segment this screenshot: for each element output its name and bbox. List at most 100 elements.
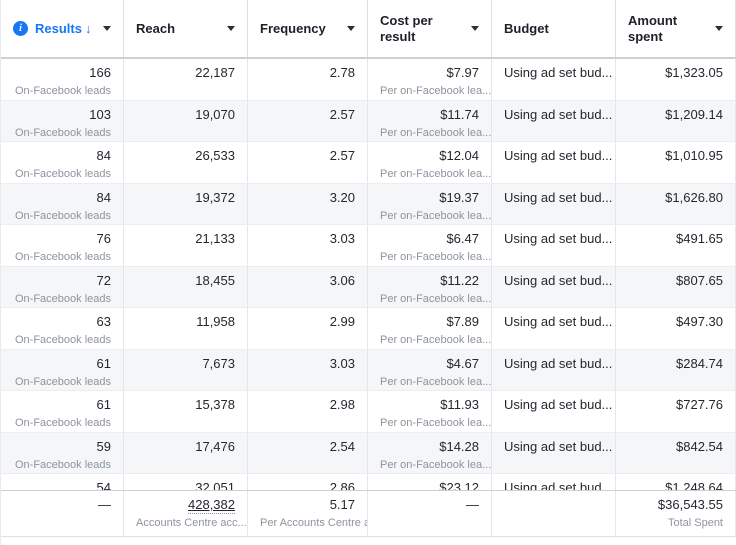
total-amount-spent: $36,543.55 Total Spent: [616, 491, 736, 536]
cell-amount-spent: $807.65: [616, 266, 736, 307]
cell-budget: Using ad set bud...: [492, 432, 616, 473]
chevron-down-icon[interactable]: [227, 26, 235, 31]
cell-budget: Using ad set bud...: [492, 225, 616, 266]
cell-budget: Using ad set bud...: [492, 100, 616, 141]
cell-cost-per-result: $7.89 Per on-Facebook lea...: [368, 308, 492, 349]
total-amount-spent-caption: Total Spent: [667, 517, 723, 529]
column-header-budget[interactable]: Budget: [492, 0, 616, 57]
cell-frequency: 3.20: [248, 183, 368, 224]
column-label: Budget: [504, 20, 549, 36]
cell-results: 76 On-Facebook leads: [1, 225, 124, 266]
table-row[interactable]: 63 On-Facebook leads 11,958 2.99 $7.89 P…: [1, 308, 736, 350]
cell-budget: Using ad set bud...: [492, 59, 616, 100]
table-row[interactable]: 84 On-Facebook leads 26,533 2.57 $12.04 …: [1, 142, 736, 184]
table-row[interactable]: 84 On-Facebook leads 19,372 3.20 $19.37 …: [1, 183, 736, 225]
column-label: Reach: [136, 20, 176, 36]
cell-results: 103 On-Facebook leads: [1, 100, 124, 141]
cell-results: 61 On-Facebook leads: [1, 391, 124, 432]
cell-reach: 21,133: [124, 225, 248, 266]
chevron-down-icon[interactable]: [347, 26, 355, 31]
total-results: —: [1, 491, 124, 536]
total-reach-value[interactable]: 428,382: [188, 497, 235, 514]
column-header-cost-per-result[interactable]: Cost per result: [368, 0, 492, 57]
cell-reach: 7,673: [124, 349, 248, 390]
chevron-down-icon[interactable]: [715, 26, 723, 31]
cell-frequency: 2.78: [248, 59, 368, 100]
table-row[interactable]: 103 On-Facebook leads 19,070 2.57 $11.74…: [1, 100, 736, 142]
column-header-results[interactable]: i Results ↓: [1, 0, 124, 57]
column-label: Cost per result: [380, 12, 433, 44]
cell-budget: Using ad set bud...: [492, 474, 616, 490]
chevron-down-icon[interactable]: [471, 26, 479, 31]
cell-results: 84 On-Facebook leads: [1, 183, 124, 224]
cell-cost-per-result: $11.74 Per on-Facebook lea...: [368, 100, 492, 141]
totals-row: — 428,382 Accounts Centre acc... 5.17 Pe…: [1, 490, 736, 537]
cell-budget: Using ad set bud...: [492, 308, 616, 349]
info-icon[interactable]: i: [13, 21, 28, 36]
table-header: i Results ↓ Reach Frequency Cost per res…: [1, 0, 736, 59]
total-budget: [492, 491, 616, 536]
cell-results: 59 On-Facebook leads: [1, 432, 124, 473]
cell-cost-per-result: $11.22 Per on-Facebook lea...: [368, 266, 492, 307]
column-header-frequency[interactable]: Frequency: [248, 0, 368, 57]
cell-cost-per-result: $11.93 Per on-Facebook lea...: [368, 391, 492, 432]
cell-budget: Using ad set bud...: [492, 391, 616, 432]
cell-results: 72 On-Facebook leads: [1, 266, 124, 307]
cell-amount-spent: $491.65: [616, 225, 736, 266]
total-frequency: 5.17 Per Accounts Centre a...: [248, 491, 368, 536]
cell-reach: 26,533: [124, 142, 248, 183]
cell-cost-per-result: $19.37 Per on-Facebook lea...: [368, 183, 492, 224]
cell-results: 63 On-Facebook leads: [1, 308, 124, 349]
total-frequency-caption: Per Accounts Centre a...: [260, 517, 368, 529]
table-row[interactable]: 54 On-Facebook leads 32,051 2.86 $23.12 …: [1, 474, 736, 490]
cell-amount-spent: $1,323.05: [616, 59, 736, 100]
cell-amount-spent: $1,209.14: [616, 100, 736, 141]
cell-reach: 15,378: [124, 391, 248, 432]
table-body: 166 On-Facebook leads 22,187 2.78 $7.97 …: [1, 59, 736, 490]
table-row[interactable]: 72 On-Facebook leads 18,455 3.06 $11.22 …: [1, 266, 736, 308]
cell-reach: 19,070: [124, 100, 248, 141]
cell-cost-per-result: $7.97 Per on-Facebook lea...: [368, 59, 492, 100]
cell-amount-spent: $727.76: [616, 391, 736, 432]
cell-frequency: 2.57: [248, 142, 368, 183]
cell-frequency: 3.03: [248, 349, 368, 390]
cell-results: 166 On-Facebook leads: [1, 59, 124, 100]
cell-frequency: 2.86: [248, 474, 368, 490]
cell-reach: 32,051: [124, 474, 248, 490]
cell-cost-per-result: $6.47 Per on-Facebook lea...: [368, 225, 492, 266]
cell-amount-spent: $1,626.80: [616, 183, 736, 224]
cell-results: 84 On-Facebook leads: [1, 142, 124, 183]
cell-frequency: 2.57: [248, 100, 368, 141]
cell-reach: 19,372: [124, 183, 248, 224]
cell-amount-spent: $284.74: [616, 349, 736, 390]
column-label: Frequency: [260, 20, 326, 36]
table-row[interactable]: 61 On-Facebook leads 15,378 2.98 $11.93 …: [1, 391, 736, 433]
column-label: Amount spent: [628, 12, 678, 44]
cell-budget: Using ad set bud...: [492, 349, 616, 390]
cell-amount-spent: $1,248.64: [616, 474, 736, 490]
cell-reach: 22,187: [124, 59, 248, 100]
cell-cost-per-result: $4.67 Per on-Facebook lea...: [368, 349, 492, 390]
table-row[interactable]: 61 On-Facebook leads 7,673 3.03 $4.67 Pe…: [1, 349, 736, 391]
cell-results: 61 On-Facebook leads: [1, 349, 124, 390]
cell-reach: 18,455: [124, 266, 248, 307]
column-header-amount-spent[interactable]: Amount spent: [616, 0, 736, 57]
cell-frequency: 2.54: [248, 432, 368, 473]
cell-frequency: 3.03: [248, 225, 368, 266]
total-cost-per-result: —: [368, 491, 492, 536]
table-row[interactable]: 166 On-Facebook leads 22,187 2.78 $7.97 …: [1, 59, 736, 101]
cell-frequency: 2.98: [248, 391, 368, 432]
sort-desc-arrow-icon: ↓: [84, 20, 92, 36]
cell-frequency: 2.99: [248, 308, 368, 349]
total-reach-caption: Accounts Centre acc...: [136, 517, 247, 529]
cell-budget: Using ad set bud...: [492, 142, 616, 183]
chevron-down-icon[interactable]: [103, 26, 111, 31]
column-header-reach[interactable]: Reach: [124, 0, 248, 57]
table-row[interactable]: 76 On-Facebook leads 21,133 3.03 $6.47 P…: [1, 225, 736, 267]
cell-reach: 11,958: [124, 308, 248, 349]
cell-amount-spent: $497.30: [616, 308, 736, 349]
table-row[interactable]: 59 On-Facebook leads 17,476 2.54 $14.28 …: [1, 432, 736, 474]
cell-results: 54 On-Facebook leads: [1, 474, 124, 490]
cell-cost-per-result: $14.28 Per on-Facebook lea...: [368, 432, 492, 473]
